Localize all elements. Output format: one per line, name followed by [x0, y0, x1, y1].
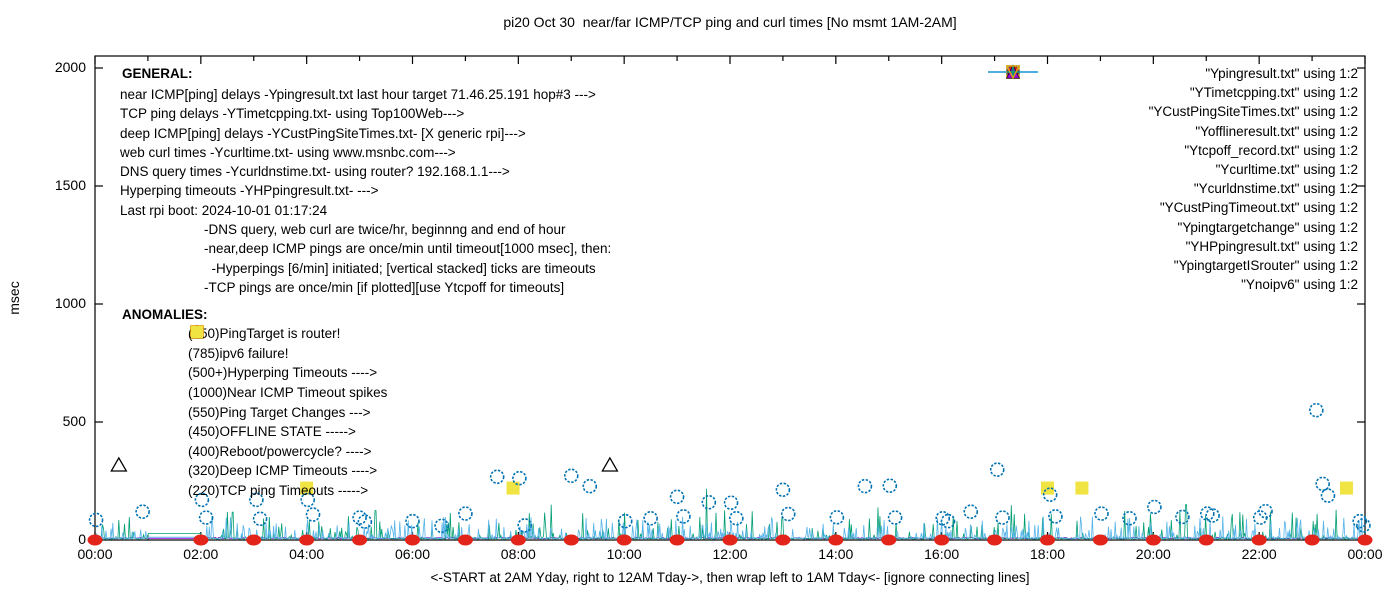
general-line: Last rpi boot: 2024-10-01 01:17:24	[120, 202, 328, 218]
general-notes: -DNS query, web curl are twice/hr, begin…	[204, 220, 611, 297]
anomaly-item: (550)Ping Target Changes --->	[188, 326, 387, 422]
anomaly-label: (1000)Near ICMP Timeout spikes	[188, 385, 388, 401]
x-tick-label: 06:00	[394, 546, 431, 562]
x-tick-label: 10:00	[606, 546, 642, 562]
chart-title: pi20 Oct 30 near/far ICMP/TCP ping and c…	[503, 14, 957, 30]
anomaly-item: (320)Deep ICMP Timeouts ---->	[188, 325, 387, 481]
general-lines: near ICMP[ping] delays -Ypingresult.txt …	[120, 85, 596, 220]
legend-item: "YpingtargetISrouter" using 1:2	[980, 65, 1358, 275]
legend-label: "YCustPingSiteTimes.txt" using 1:2	[1148, 104, 1358, 120]
general-heading: GENERAL:	[122, 66, 193, 81]
anomalies-list: (850)PingTarget is router! (785)ipv6 fail…	[188, 324, 387, 500]
legend-item: "Ypingtargetchange" using 1:2	[980, 66, 1358, 237]
open-triangle-down-icon	[1005, 65, 1021, 80]
legend-item: "Ycurltime.txt" using 1:2	[980, 65, 1358, 179]
legend-label: "YHPpingresult.txt" using 1:2	[1185, 238, 1358, 254]
general-line: DNS query times -Ycurldnstime.txt- using…	[120, 164, 510, 180]
y-axis-label: msec	[6, 281, 22, 315]
x-tick-label: 04:00	[289, 546, 325, 562]
legend-item: "Yofflineresult.txt" using 1:2	[980, 65, 1358, 141]
anomaly-label: (320)Deep ICMP Timeouts ---->	[188, 463, 378, 479]
legend-label: "YTimetcpping.txt" using 1:2	[1189, 85, 1358, 101]
anomaly-label: (400)Reboot/powercycle? ---->	[188, 443, 372, 459]
x-tick-label: 14:00	[818, 546, 854, 562]
general-line: Hyperping timeouts -YHPpingresult.txt- -…	[120, 183, 379, 199]
x-tick-label: 08:00	[500, 546, 536, 562]
legend-label: "Ypingresult.txt" using 1:2	[1205, 66, 1358, 82]
plot-legend: "Ypingresult.txt" using 1:2 "YTimetcpping…	[980, 64, 1358, 294]
legend-item: "YHPpingresult.txt" using 1:2	[980, 66, 1358, 256]
x-tick-label: 18:00	[1029, 546, 1066, 562]
legend-item: "YCustPingSiteTimes.txt" using 1:2	[980, 71, 1358, 121]
general-note: -DNS query, web curl are twice/hr, begin…	[204, 222, 566, 237]
general-line: TCP ping delays -YTimetcpping.txt- using…	[120, 106, 465, 122]
anomaly-item: (1000)Near ICMP Timeout spikes	[188, 383, 387, 403]
legend-label: "Ytcpoff_record.txt" using 1:2	[1184, 142, 1358, 158]
anomaly-item: (220)TCP ping Timeouts ----->	[188, 326, 387, 501]
anomaly-label: (550)Ping Target Changes --->	[188, 404, 371, 420]
x-tick-label: 16:00	[924, 546, 960, 562]
anomaly-item: (850)PingTarget is router!	[188, 324, 387, 344]
x-tick-label: 00:00	[1347, 546, 1383, 562]
y-tick-label: 2000	[54, 59, 86, 75]
anomaly-label: (220)TCP ping Timeouts ----->	[188, 483, 369, 499]
y-tick-label: 500	[62, 413, 86, 429]
x-axis-caption: <-START at 2AM Yday, right to 12AM Tday-…	[430, 570, 1030, 585]
legend-label: "YpingtargetISrouter" using 1:2	[1173, 257, 1358, 273]
anomaly-item: (400)Reboot/powercycle? ---->	[188, 442, 387, 462]
x-tick-label: 22:00	[1241, 546, 1277, 562]
series-YCustPingTimeout.txt	[110, 456, 619, 472]
legend-label: "Ypingtargetchange" using 1:2	[1177, 219, 1358, 235]
anomaly-label: (850)PingTarget is router!	[188, 326, 341, 342]
general-line: web curl times -Ycurltime.txt- using www…	[120, 144, 456, 160]
filled-square-icon	[191, 326, 203, 338]
legend-label: "Ycurltime.txt" using 1:2	[1215, 162, 1358, 178]
anomaly-item: (785)ipv6 failure!	[188, 325, 387, 364]
legend-label: "Yofflineresult.txt" using 1:2	[1195, 123, 1358, 139]
series-Ycurldnstime.txt	[87, 534, 1373, 546]
general-line: near ICMP[ping] delays -Ypingresult.txt …	[120, 87, 596, 102]
legend-item: "Ynoipv6" using 1:2	[980, 65, 1358, 294]
y-tick-label: 0	[78, 531, 86, 547]
general-note: -Hyperpings [6/min] initiated; [vertical…	[204, 260, 596, 276]
legend-item: "YCustPingTimeout.txt" using 1:2	[980, 64, 1358, 217]
legend-item: "Ypingresult.txt" using 1:2	[980, 64, 1358, 83]
anomaly-label: (500+)Hyperping Timeouts ---->	[188, 365, 378, 381]
y-tick-label: 1000	[54, 295, 86, 311]
legend-item: "Ytcpoff_record.txt" using 1:2	[980, 66, 1358, 160]
series-Ytcpoff_record.txt	[300, 481, 1353, 495]
anomaly-label: (450)OFFLINE STATE ----->	[188, 424, 356, 440]
general-line: deep ICMP[ping] delays -YCustPingSiteTim…	[120, 125, 526, 141]
anomaly-item: (500+)Hyperping Timeouts ---->	[188, 326, 387, 383]
y-tick-label: 1500	[54, 177, 86, 193]
x-tick-label: 12:00	[712, 546, 748, 562]
anomaly-label: (785)ipv6 failure!	[188, 345, 289, 361]
x-tick-label: 00:00	[77, 546, 113, 562]
x-tick-label: 02:00	[183, 546, 219, 562]
legend-label: "Ycurldnstime.txt" using 1:2	[1193, 181, 1358, 197]
general-note: -TCP pings are once/min [if plotted][use…	[204, 279, 565, 295]
anomalies-heading: ANOMALIES:	[122, 307, 208, 322]
plus-icon	[1007, 66, 1019, 78]
legend-label: "Ynoipv6" using 1:2	[1241, 277, 1358, 293]
legend-label: "YCustPingTimeout.txt" using 1:2	[1159, 200, 1358, 216]
series-Ycurltime.txt	[88, 402, 1371, 534]
anomaly-item: (450)OFFLINE STATE ----->	[188, 325, 387, 442]
legend-item: "YTimetcpping.txt" using 1:2	[980, 71, 1358, 102]
legend-item: "Ycurldnstime.txt" using 1:2	[980, 66, 1358, 198]
general-note: -near,deep ICMP pings are once/min until…	[204, 241, 612, 257]
x-tick-label: 20:00	[1135, 546, 1171, 562]
